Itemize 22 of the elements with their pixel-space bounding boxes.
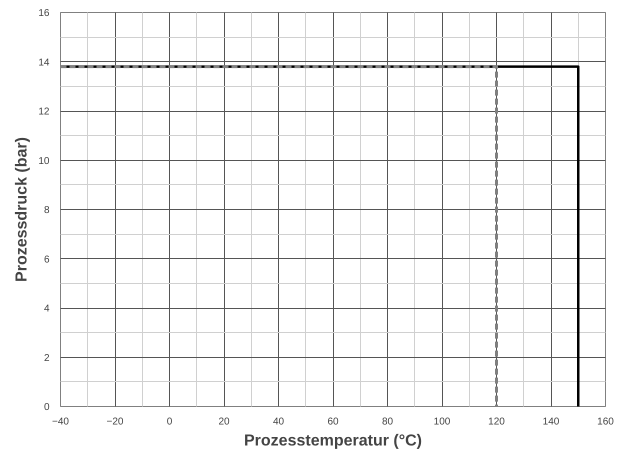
y-tick-label: 6 bbox=[44, 254, 50, 266]
y-tick-label: 0 bbox=[44, 402, 50, 413]
x-tick-label: 40 bbox=[272, 416, 284, 428]
y-tick-label: 16 bbox=[38, 8, 50, 19]
y-tick-label: 14 bbox=[38, 57, 50, 68]
y-tick-label: 2 bbox=[44, 352, 50, 364]
x-tick-label: 20 bbox=[218, 416, 230, 428]
x-tick-label: −40 bbox=[52, 416, 70, 428]
x-tick-label: 0 bbox=[166, 416, 173, 428]
x-tick-label: 140 bbox=[542, 416, 560, 428]
x-tick-label: −20 bbox=[106, 416, 124, 428]
x-tick-label: 80 bbox=[382, 416, 394, 428]
x-tick-label: 100 bbox=[434, 416, 451, 428]
y-axis-title: Prozessdruck (bar) bbox=[13, 137, 30, 282]
y-tick-label: 8 bbox=[44, 205, 50, 216]
x-tick-label: 60 bbox=[327, 416, 339, 428]
y-tick-label: 4 bbox=[44, 304, 50, 314]
x-tick-label: 160 bbox=[597, 416, 614, 428]
x-axis-title: Prozesstemperatur (°C) bbox=[244, 432, 422, 450]
y-tick-label: 12 bbox=[38, 106, 50, 118]
y-tick-label: 10 bbox=[38, 156, 50, 167]
x-tick-label: 120 bbox=[488, 416, 506, 428]
